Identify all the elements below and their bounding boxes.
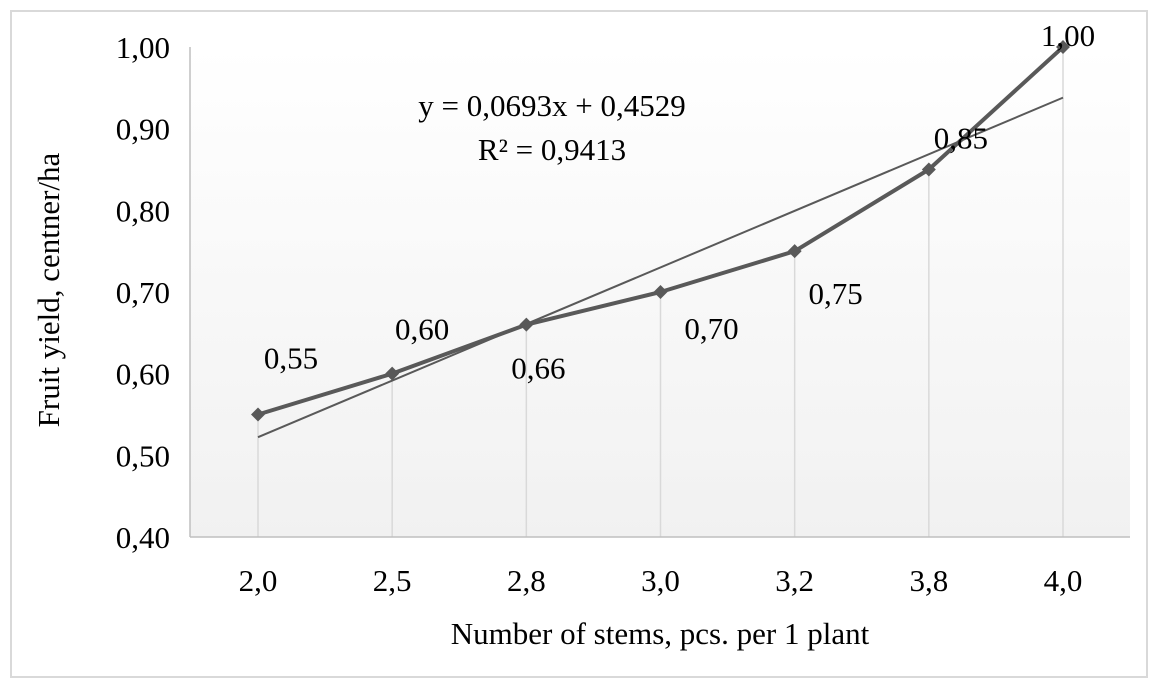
x-axis-title: Number of stems, pcs. per 1 plant <box>451 616 870 651</box>
data-label: 1,00 <box>1041 18 1095 53</box>
y-tick-label: 0,70 <box>116 275 170 310</box>
data-label: 0,55 <box>264 341 318 376</box>
y-tick-label: 0,40 <box>116 520 170 555</box>
data-point <box>385 366 400 381</box>
x-tick-label: 2,0 <box>239 563 278 598</box>
data-point <box>787 244 802 259</box>
data-point <box>519 317 534 332</box>
data-point <box>921 162 936 177</box>
x-tick-label: 4,0 <box>1044 563 1083 598</box>
x-tick-label: 3,8 <box>909 563 948 598</box>
y-axis-title: Fruit yield, centner/ha <box>31 152 66 427</box>
data-point <box>1056 40 1070 54</box>
data-label: 0,66 <box>511 351 565 386</box>
data-label: 0,70 <box>684 311 738 346</box>
y-tick-label: 0,60 <box>116 357 170 392</box>
data-point <box>653 285 668 299</box>
x-tick-label: 3,0 <box>641 563 680 598</box>
y-tick-label: 0,50 <box>116 438 170 473</box>
x-tick-label: 2,5 <box>373 563 412 598</box>
data-point <box>251 407 265 422</box>
x-tick-label: 3,2 <box>775 563 814 598</box>
x-tick-label: 2,8 <box>507 563 546 598</box>
trendline-equation: y = 0,0693x + 0,4529 <box>418 88 685 123</box>
trendline-r2: R² = 0,9413 <box>478 132 626 167</box>
data-label: 0,75 <box>809 276 863 311</box>
y-tick-label: 1,00 <box>116 30 170 65</box>
data-label: 0,60 <box>395 312 449 347</box>
y-tick-label: 0,80 <box>116 193 170 228</box>
data-label: 0,85 <box>934 121 988 156</box>
y-tick-label: 0,90 <box>116 112 170 147</box>
